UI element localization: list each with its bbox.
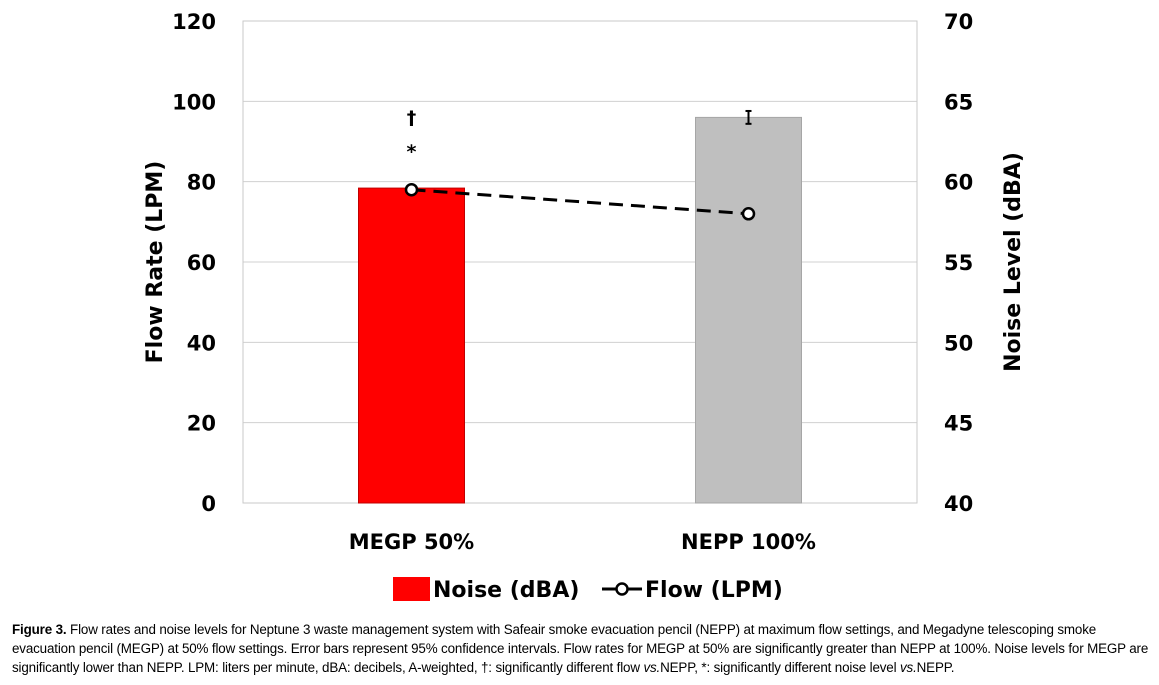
caption-text-3: NEPP.: [916, 660, 955, 675]
category-label: MEGP 50%: [349, 530, 474, 554]
right-y-ticks: 40 45 50 55 60 65 70: [944, 10, 973, 516]
figure-caption: Figure 3. Flow rates and noise levels fo…: [12, 620, 1154, 677]
left-axis-title: Flow Rate (LPM): [143, 161, 168, 364]
left-y-tick-label: 40: [187, 331, 216, 355]
legend: Noise (dBA) Flow (LPM): [393, 577, 783, 603]
left-y-tick-label: 60: [187, 251, 216, 275]
category-label: NEPP 100%: [681, 530, 816, 554]
flow-line: [404, 182, 756, 221]
significance-marker: *: [407, 141, 417, 163]
right-y-tick-label: 65: [944, 90, 973, 114]
caption-text: Flow rates and noise levels for Neptune …: [12, 622, 1149, 675]
right-y-tick-label: 70: [944, 10, 973, 34]
caption-vs-2: vs.: [899, 660, 917, 675]
left-y-tick-label: 0: [201, 492, 216, 516]
caption-vs-1: vs.: [643, 660, 661, 675]
flow-point: [741, 207, 756, 221]
right-y-tick-label: 55: [944, 251, 973, 275]
legend-flow-marker: [615, 582, 629, 596]
left-y-tick-label: 80: [187, 171, 216, 195]
right-y-tick-label: 50: [944, 331, 973, 355]
left-y-tick-label: 100: [172, 90, 216, 114]
category-labels: MEGP 50% NEPP 100%: [349, 530, 816, 554]
significance-marker: †: [407, 107, 417, 129]
annotations: †*: [407, 107, 417, 163]
legend-noise-label: Noise (dBA): [433, 578, 579, 603]
gridlines: [243, 20, 917, 504]
caption-text-2: NEPP, *: significantly different noise l…: [660, 660, 900, 675]
flow-series-line: [411, 188, 749, 216]
right-axis-title: Noise Level (dBA): [1001, 152, 1026, 372]
noise-bar: [695, 116, 802, 504]
error-bars: [745, 109, 752, 125]
legend-flow-label: Flow (LPM): [645, 578, 783, 603]
left-y-ticks: 0 20 40 60 80 100 120: [172, 10, 216, 516]
left-y-tick-label: 20: [187, 412, 216, 436]
left-y-tick-label: 120: [172, 10, 216, 34]
right-y-tick-label: 40: [944, 492, 973, 516]
right-y-tick-label: 45: [944, 412, 973, 436]
plot-area: [242, 20, 918, 504]
caption-lead: Figure 3.: [12, 622, 67, 637]
noise-bar: [358, 187, 465, 504]
right-y-tick-label: 60: [944, 171, 973, 195]
legend-noise-swatch: [393, 577, 430, 601]
flow-point: [404, 182, 419, 197]
bars: [358, 116, 802, 504]
